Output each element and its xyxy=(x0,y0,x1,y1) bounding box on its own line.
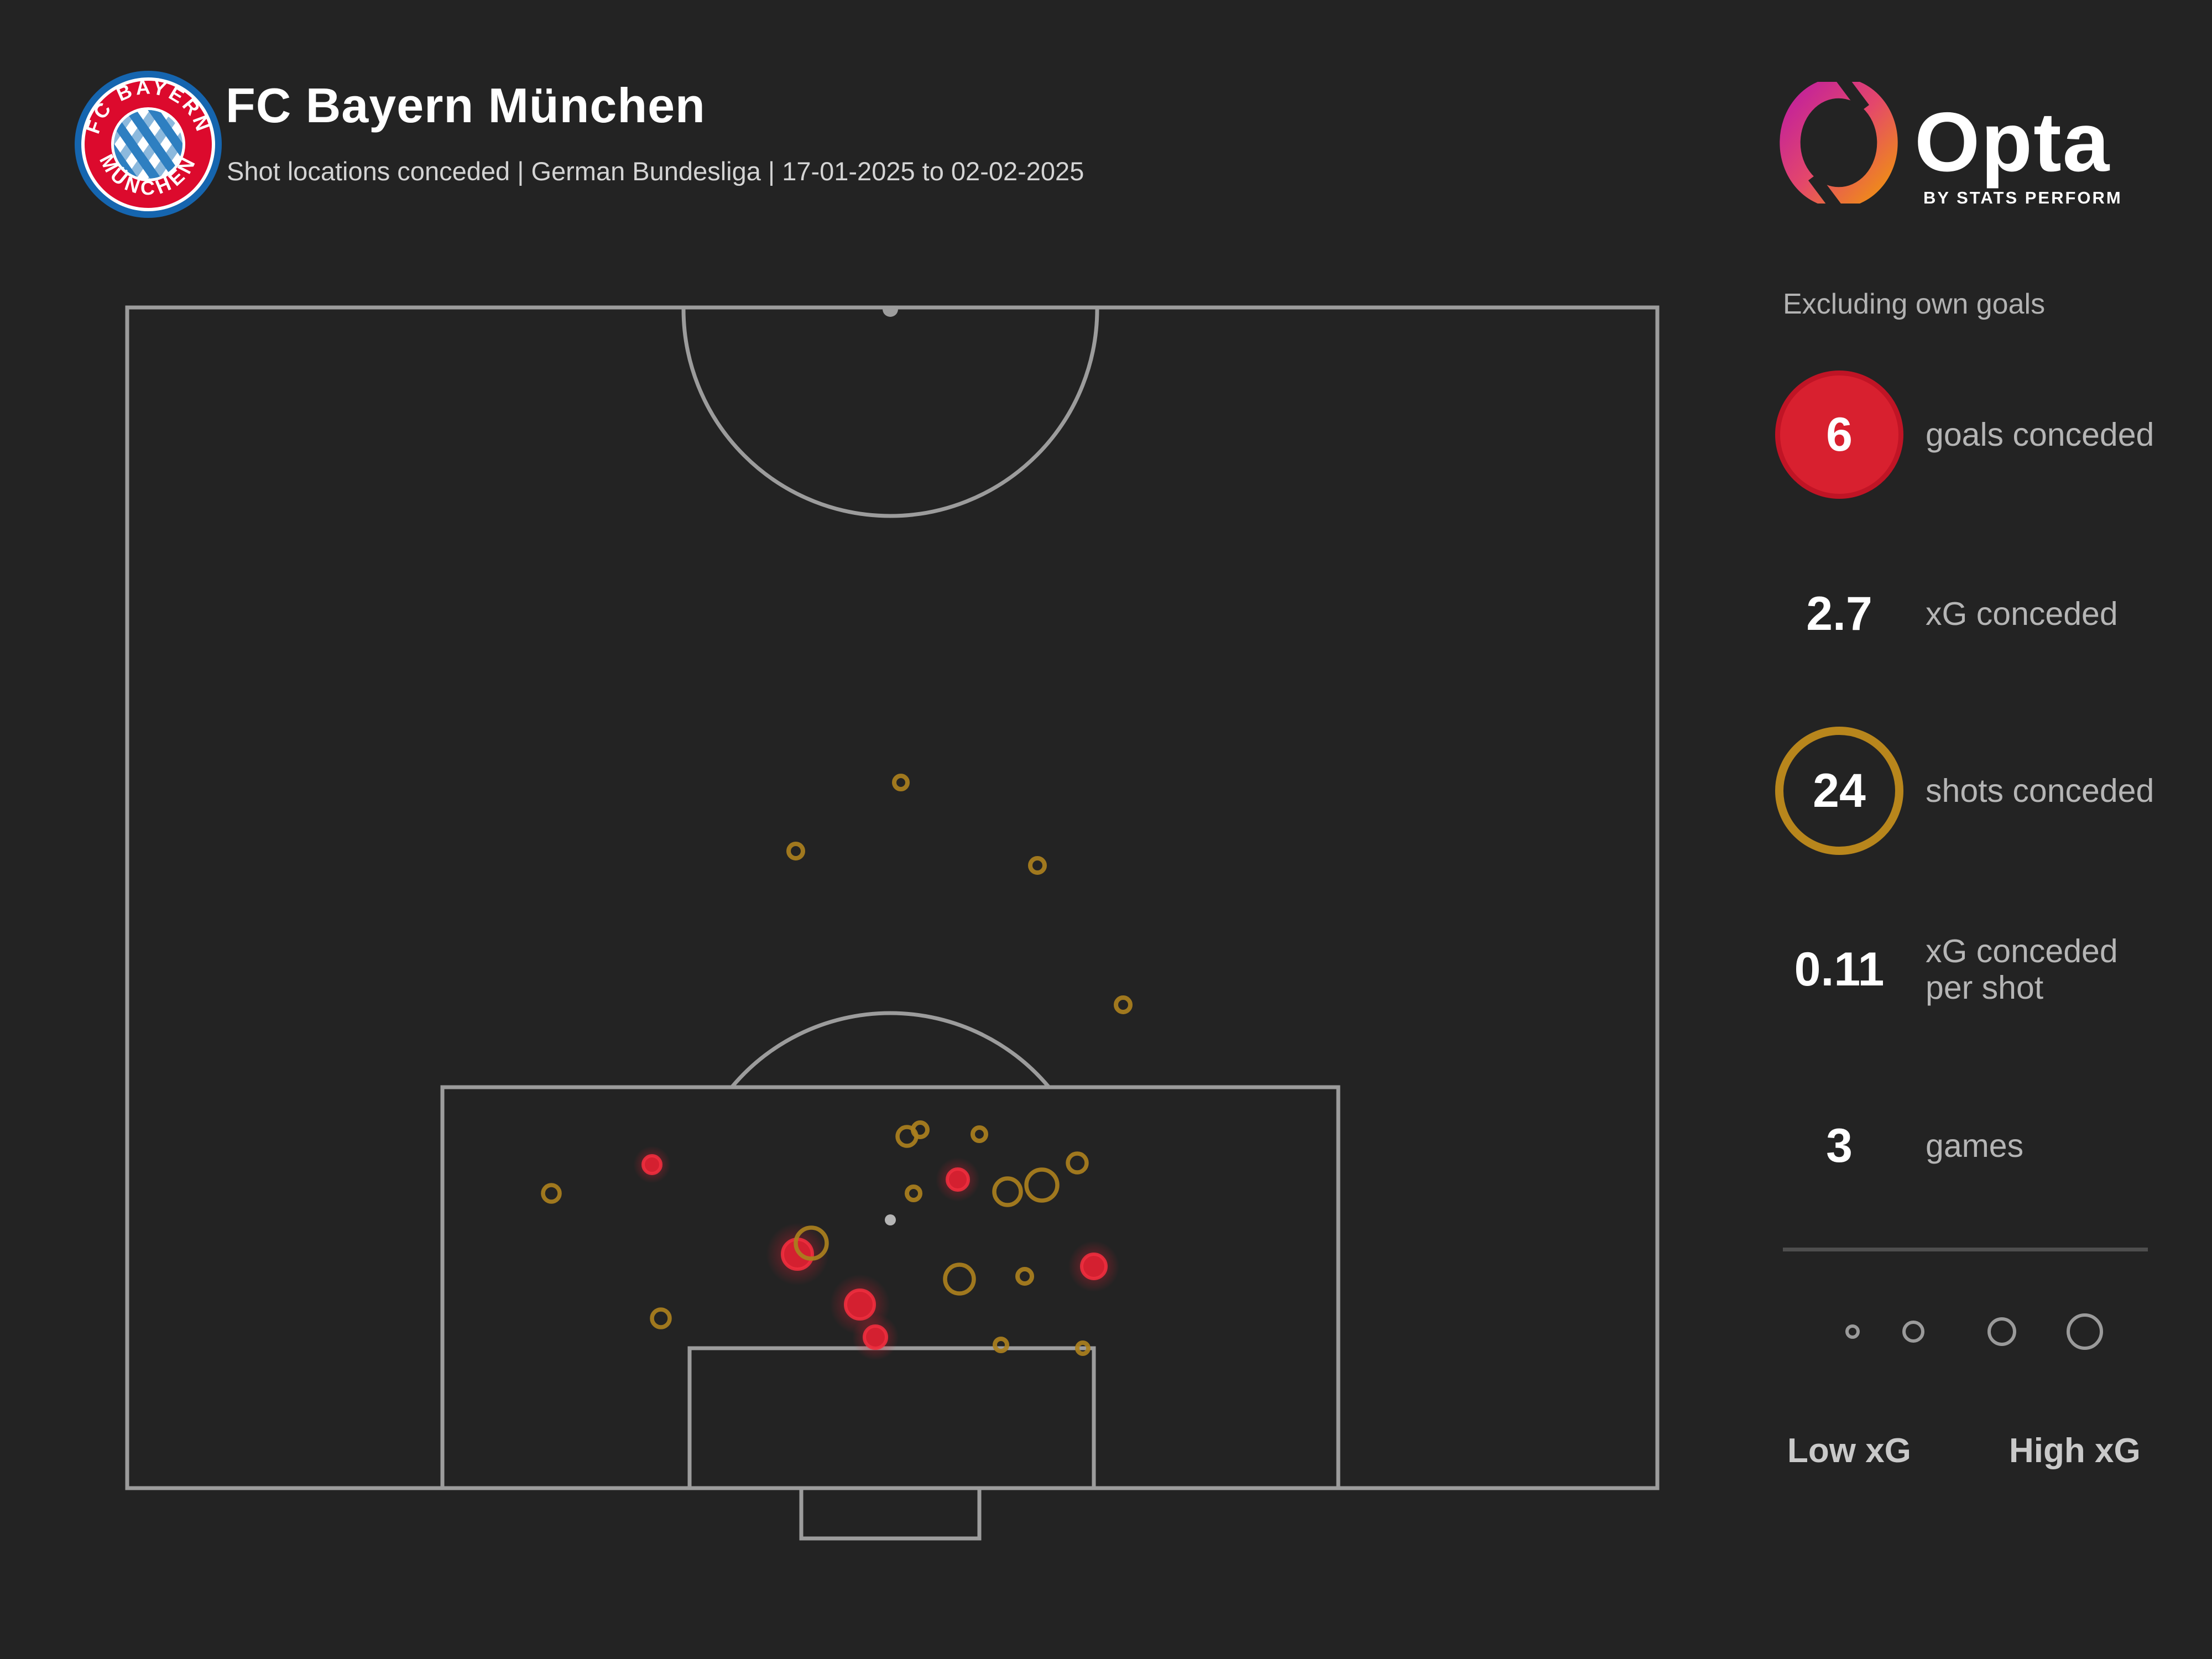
panel-note: Excluding own goals xyxy=(1783,288,2046,320)
shot-marker xyxy=(541,1183,562,1204)
shot-marker xyxy=(1028,856,1047,875)
goal-badge-circle: 6 xyxy=(1775,371,1903,499)
legend-size-circle xyxy=(2067,1313,2103,1350)
stat-row: 0.11 xG conceded per shot xyxy=(1775,905,2212,1034)
club-crest: FC BAYERN MÜNCHEN xyxy=(75,71,222,218)
penalty-spot xyxy=(885,1214,896,1225)
stat-value: 2.7 xyxy=(1806,587,1872,640)
shot-marker xyxy=(1066,1151,1089,1175)
stat-row: 3 games xyxy=(1775,1082,2212,1210)
stat-value-slot: 2.7 xyxy=(1775,550,1903,678)
shot-marker xyxy=(1024,1167,1060,1203)
shot-marker xyxy=(971,1125,988,1143)
opta-byline: BY STATS PERFORM xyxy=(1923,188,2122,207)
stat-row: 24 shots conceded xyxy=(1775,727,2212,855)
shot-badge-ring: 24 xyxy=(1775,727,1903,855)
stat-value: 6 xyxy=(1826,408,1853,461)
shot-marker xyxy=(786,842,805,860)
page-subtitle: Shot locations conceded | German Bundesl… xyxy=(227,156,1084,186)
stat-label: goals conceded xyxy=(1926,416,2154,453)
stat-value: 0.11 xyxy=(1794,942,1885,996)
panel-divider xyxy=(1783,1248,2148,1251)
penalty-arc xyxy=(730,1011,1051,1089)
six-yard-box xyxy=(687,1346,1096,1490)
shot-marker xyxy=(892,774,910,791)
stat-row: 6 goals conceded xyxy=(1775,371,2212,499)
stats-panel: Excluding own goals 6 goals conceded 2.7 xG… xyxy=(1775,288,2212,1559)
goal-marker xyxy=(946,1167,970,1192)
pitch-outline xyxy=(125,305,1660,1490)
stat-value: 24 xyxy=(1813,764,1866,817)
shot-marker xyxy=(993,1337,1009,1353)
shot-marker xyxy=(992,1176,1023,1207)
opta-logo-icon xyxy=(1780,82,1898,204)
legend-size-circle xyxy=(1902,1321,1924,1343)
stat-value-slot: 0.11 xyxy=(1775,905,1903,1034)
shot-marker xyxy=(1015,1267,1034,1286)
shot-marker xyxy=(650,1307,672,1329)
legend-low-label: Low xG xyxy=(1787,1432,1911,1470)
goal-marker xyxy=(844,1288,876,1321)
center-spot xyxy=(883,309,898,317)
stat-label: xG conceded per shot xyxy=(1926,932,2118,1006)
goal xyxy=(799,1486,982,1541)
shot-marker xyxy=(905,1185,922,1202)
goal-marker xyxy=(863,1324,888,1350)
goal-marker xyxy=(1080,1253,1108,1280)
center-circle-arc xyxy=(681,309,1099,518)
shot-marker xyxy=(911,1120,930,1139)
page-title: FC Bayern München xyxy=(226,78,706,133)
legend-size-circle xyxy=(1987,1317,2016,1346)
xg-size-legend: Low xG High xG xyxy=(1775,1272,2212,1559)
shot-marker xyxy=(1114,995,1133,1014)
stat-value-slot: 3 xyxy=(1775,1082,1903,1210)
shot-marker xyxy=(1075,1340,1091,1356)
stat-label: games xyxy=(1926,1127,2024,1164)
stat-label: xG conceded xyxy=(1926,595,2118,632)
shot-marker xyxy=(943,1262,976,1296)
legend-high-label: High xG xyxy=(2009,1432,2141,1470)
legend-size-circle xyxy=(1845,1324,1860,1339)
shot-marker xyxy=(794,1225,829,1261)
goal-marker xyxy=(641,1154,662,1175)
stat-row: 2.7 xG conceded xyxy=(1775,550,2212,678)
opta-logo-wordmark: Opta xyxy=(1914,95,2111,189)
stat-label: shots conceded xyxy=(1926,772,2154,809)
stat-value: 3 xyxy=(1826,1119,1853,1172)
penalty-box xyxy=(440,1085,1340,1490)
